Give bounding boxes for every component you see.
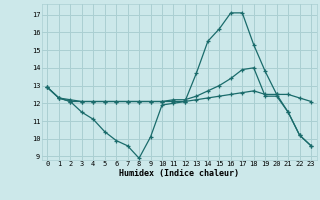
X-axis label: Humidex (Indice chaleur): Humidex (Indice chaleur) [119,169,239,178]
